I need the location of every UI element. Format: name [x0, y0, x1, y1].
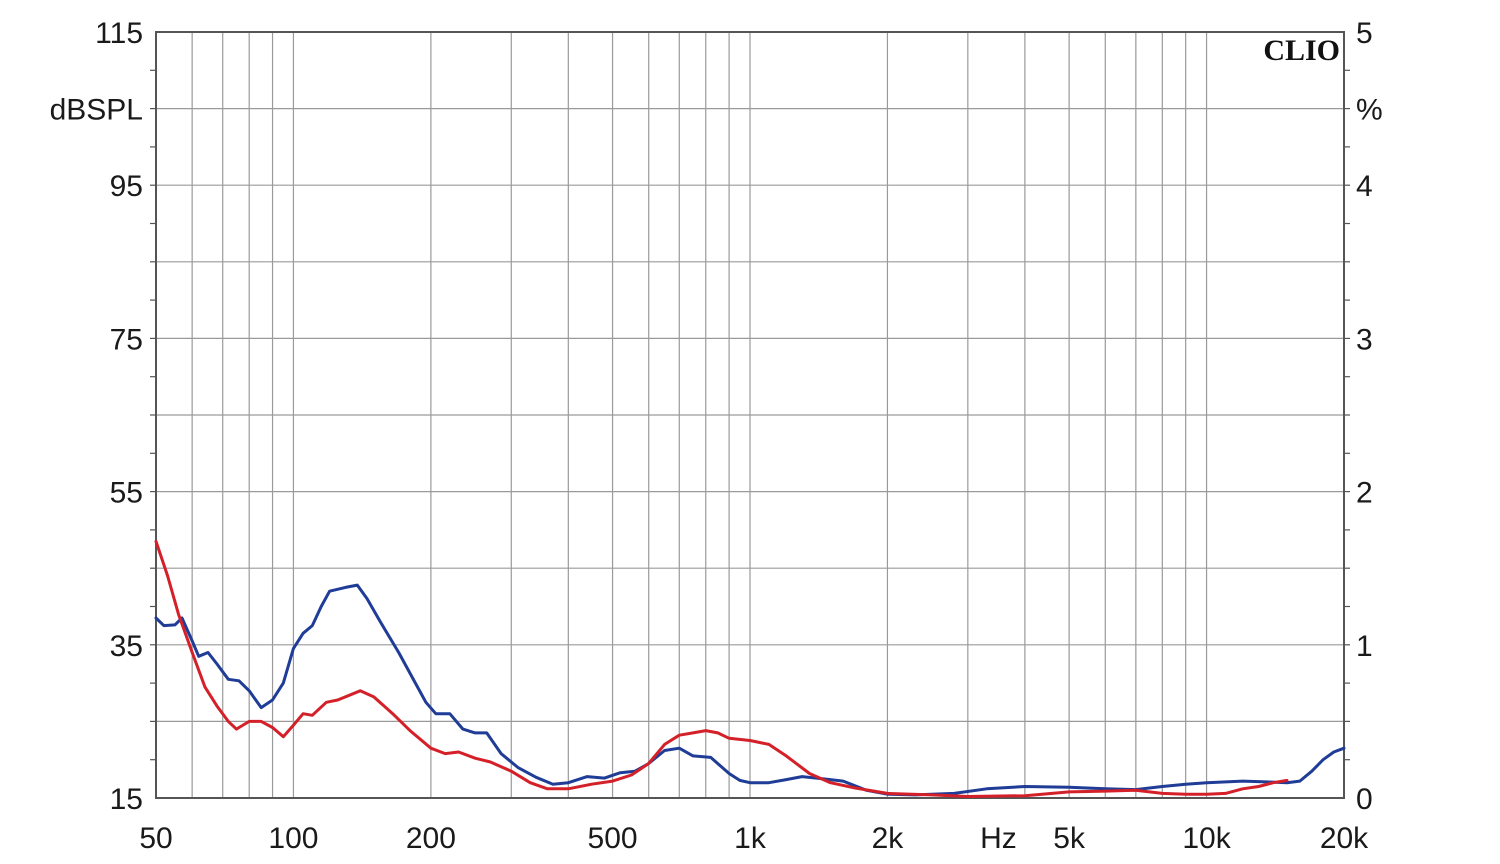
x-axis-unit: Hz — [980, 822, 1017, 855]
series-group — [154, 539, 1346, 798]
right-tick-label: 5 — [1356, 17, 1373, 50]
grid — [150, 32, 1350, 798]
left-tick-label: 95 — [110, 170, 143, 203]
x-tick-label: 1k — [734, 822, 767, 855]
x-axis-ticks: 50 100 200 500 1k 2k 5k 10k 20k — [139, 822, 1369, 855]
right-axis-unit: % — [1356, 94, 1383, 127]
left-tick-label: 115 — [95, 17, 143, 50]
clio-logo: CLIO — [1263, 34, 1340, 67]
x-tick-label: 20k — [1320, 822, 1369, 855]
right-tick-label: 4 — [1356, 170, 1373, 203]
x-tick-label: 200 — [406, 822, 456, 855]
x-tick-label: 2k — [872, 822, 905, 855]
series-line-2 — [154, 539, 1289, 798]
left-tick-label: 75 — [110, 323, 143, 356]
right-tick-label: 3 — [1356, 323, 1373, 356]
right-tick-label: 1 — [1356, 630, 1373, 663]
x-tick-label: 10k — [1182, 822, 1231, 855]
x-tick-label: 5k — [1053, 822, 1086, 855]
right-axis-ticks: 0 1 2 3 4 5 — [1356, 17, 1373, 816]
x-tick-label: 50 — [139, 822, 172, 855]
x-tick-label: 100 — [268, 822, 318, 855]
left-axis-ticks: 15 35 55 75 95 115 — [95, 17, 143, 816]
series-line-1 — [154, 583, 1346, 797]
left-axis-unit: dBSPL — [50, 94, 143, 127]
left-tick-label: 35 — [110, 630, 143, 663]
plot-frame — [155, 31, 1345, 799]
left-tick-label: 15 — [110, 783, 143, 816]
left-tick-label: 55 — [110, 477, 143, 510]
right-tick-label: 2 — [1356, 477, 1373, 510]
x-tick-label: 500 — [588, 822, 638, 855]
right-tick-label: 0 — [1356, 783, 1373, 816]
